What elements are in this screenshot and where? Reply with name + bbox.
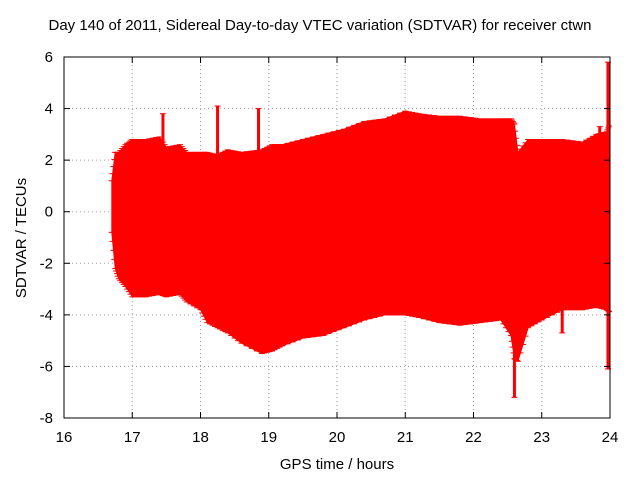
y-tick-label: -8 (40, 410, 53, 427)
x-tick-label: 16 (56, 429, 73, 446)
y-tick-label: -6 (40, 358, 53, 375)
x-tick-label: 17 (124, 429, 141, 446)
y-tick-label: 4 (45, 101, 53, 118)
chart-title: Day 140 of 2011, Sidereal Day-to-day VTE… (48, 17, 592, 34)
x-tick-label: 23 (533, 429, 550, 446)
x-axis-label: GPS time / hours (279, 456, 395, 473)
data-layer (108, 61, 613, 398)
x-tick-label: 24 (602, 429, 619, 446)
y-tick-label: -4 (40, 307, 53, 324)
x-tick-label: 22 (465, 429, 482, 446)
x-tick-label: 21 (397, 429, 414, 446)
y-tick-label: 6 (45, 49, 53, 66)
x-tick-label: 18 (192, 429, 209, 446)
y-tick-label: -2 (40, 255, 53, 272)
y-tick-label: 0 (45, 204, 53, 221)
x-tick-label: 20 (329, 429, 346, 446)
y-tick-label: 2 (45, 152, 53, 169)
x-tick-label: 19 (260, 429, 277, 446)
y-axis-label: SDTVAR / TECUs (13, 177, 30, 299)
